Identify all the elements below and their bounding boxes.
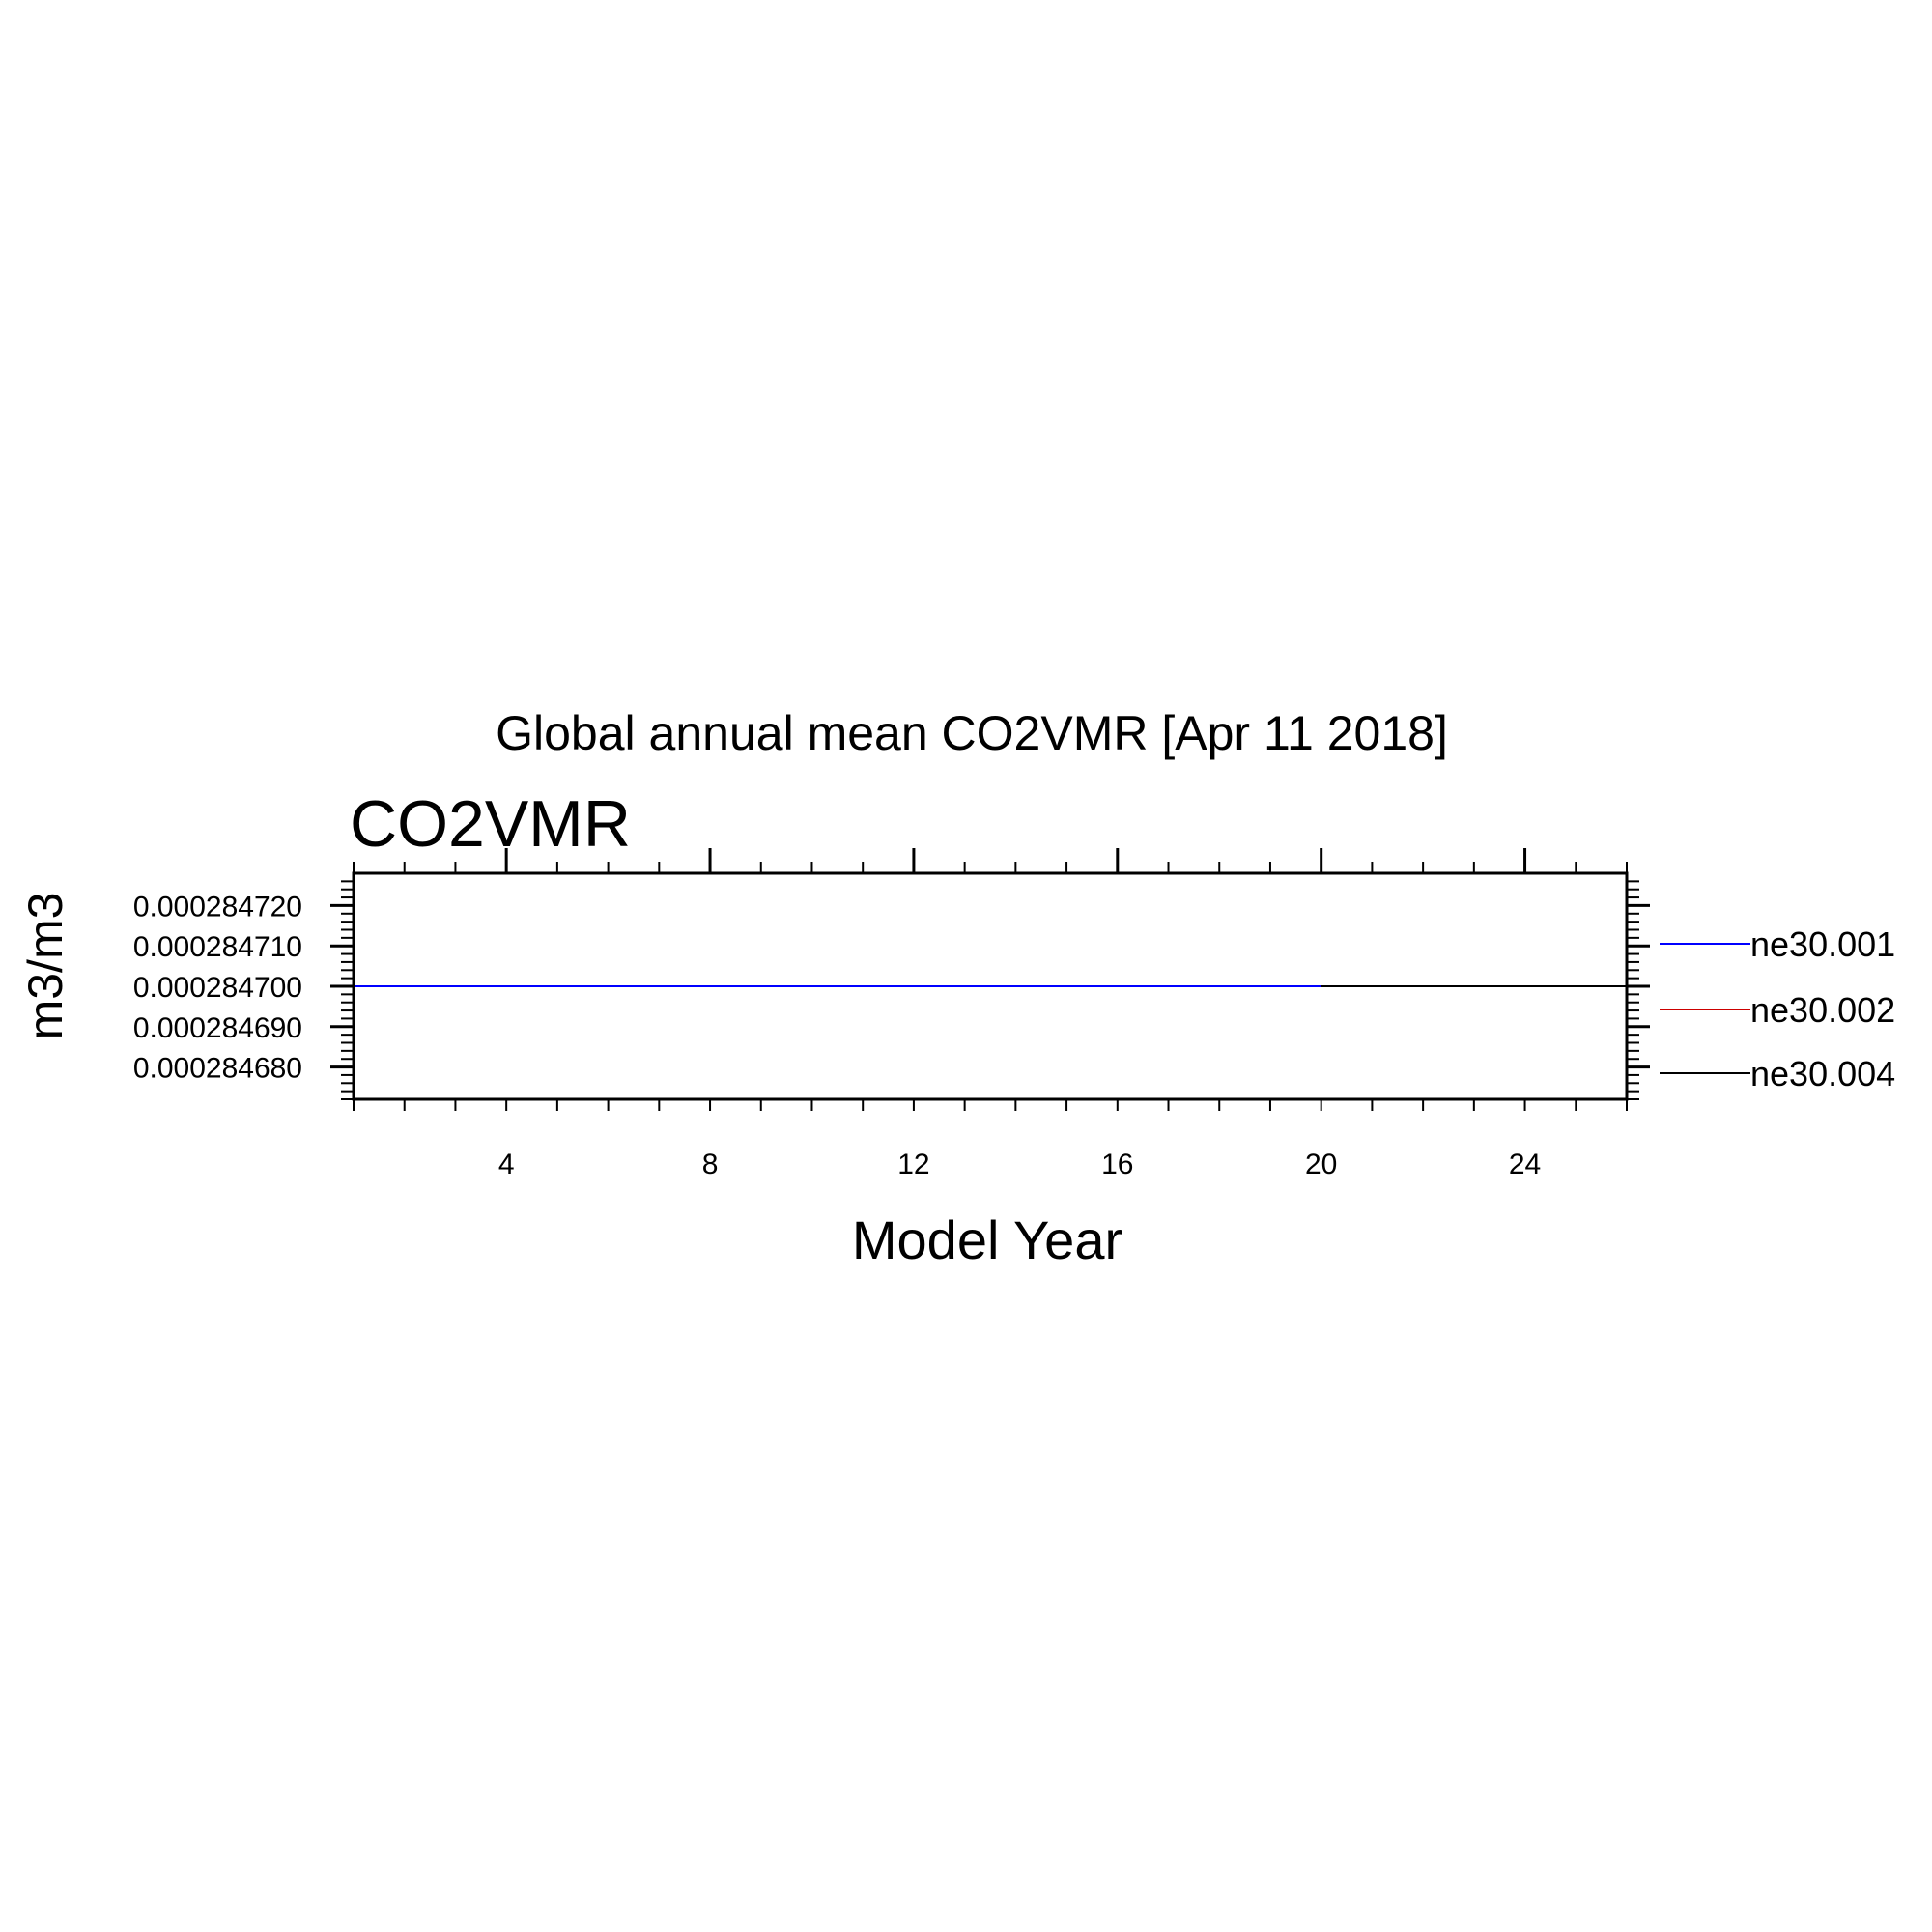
x-tick-label: 8: [702, 1149, 719, 1180]
chart-title: Global annual mean CO2VMR [Apr 11 2018]: [496, 706, 1448, 760]
tick-labels: 4 8 12 16 20 24 0.000284720 0.000284710 0.000284…: [133, 891, 1541, 1180]
plot-frame: [352, 871, 1629, 1101]
x-tick-label: 20: [1305, 1149, 1337, 1180]
x-axis-label: Model Year: [852, 1209, 1122, 1270]
x-tick-label: 12: [897, 1149, 929, 1180]
y-tick-label: 0.000284680: [133, 1053, 302, 1085]
legend-label: ne30.004: [1750, 1054, 1895, 1094]
axis-ticks: [330, 848, 1650, 1111]
y-axis-label: m3/m3: [18, 893, 72, 1040]
x-tick-label: 16: [1101, 1149, 1133, 1180]
legend-label: ne30.002: [1750, 990, 1895, 1030]
x-tick-label: 4: [498, 1149, 515, 1180]
y-tick-label: 0.000284690: [133, 1012, 302, 1044]
legend: ne30.001 ne30.002 ne30.004: [1660, 924, 1895, 1094]
y-tick-label: 0.000284720: [133, 891, 302, 923]
y-tick-label: 0.000284710: [133, 931, 302, 963]
y-tick-label: 0.000284700: [133, 972, 302, 1004]
chart-subtitle: CO2VMR: [350, 787, 631, 861]
legend-label: ne30.001: [1750, 924, 1895, 964]
x-tick-label: 24: [1509, 1149, 1541, 1180]
